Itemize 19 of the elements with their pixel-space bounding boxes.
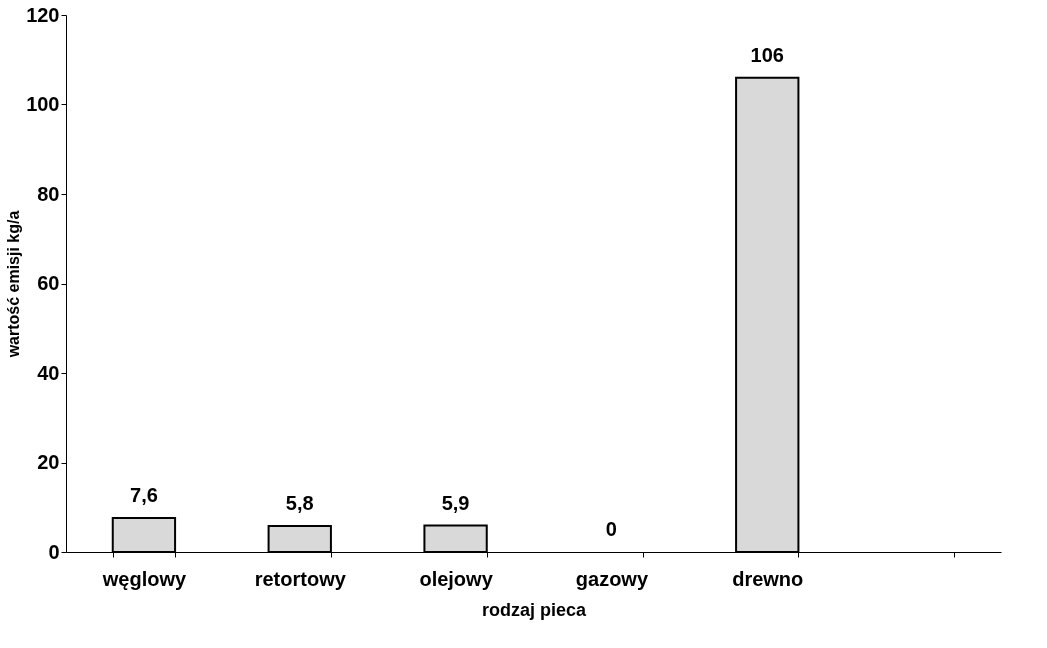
x-tick-label: olejowy — [419, 567, 494, 590]
y-axis-title: wartość emisji kg/a — [5, 210, 23, 359]
y-tick-label: 0 — [48, 540, 60, 563]
data-label: 7,6 — [130, 483, 158, 506]
y-tick-label: 60 — [37, 272, 60, 294]
x-tick-label: gazowy — [575, 567, 649, 590]
data-label: 0 — [605, 518, 617, 540]
y-tick-label: 120 — [26, 3, 60, 26]
y-tick-label: 80 — [37, 182, 60, 205]
x-tick-label: węglowy — [101, 567, 187, 590]
x-axis-title: rodzaj pieca — [481, 599, 587, 620]
y-tick-label: 40 — [37, 361, 60, 384]
data-label: 106 — [750, 43, 784, 66]
data-label: 5,8 — [285, 492, 314, 515]
x-tick-label: drewno — [732, 567, 804, 590]
data-label: 5,9 — [441, 491, 470, 514]
x-tick-label: retortowy — [254, 567, 347, 590]
y-tick-label: 20 — [37, 451, 60, 473]
y-tick-label: 100 — [26, 93, 60, 115]
